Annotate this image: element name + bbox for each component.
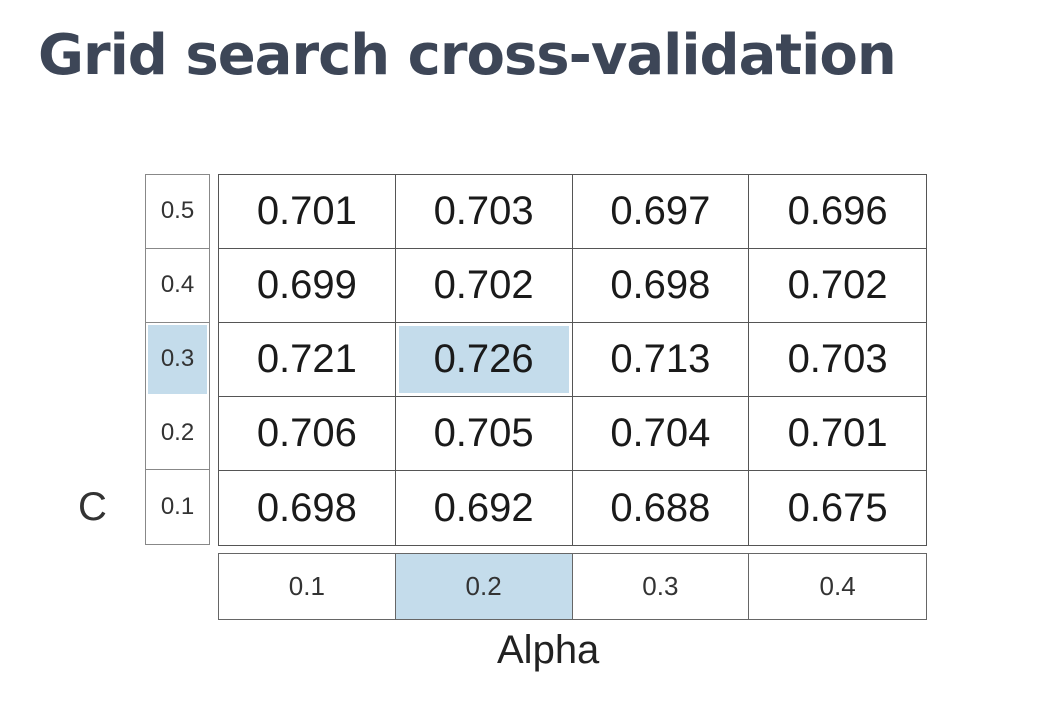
alpha-axis: 0.1 0.2 0.3 0.4 [218,553,927,620]
alpha-tick: 0.4 [819,571,856,601]
score-cell: 0.696 [749,175,926,249]
score-cell: 0.703 [749,323,926,397]
c-tick: 0.5 [146,175,209,249]
score-cell: 0.704 [572,397,750,471]
score-cell: 0.698 [219,471,396,545]
score-cell: 0.703 [395,175,573,249]
score-cell: 0.697 [572,175,750,249]
score-cell: 0.675 [787,485,888,530]
score-cell: 0.701 [749,397,926,471]
alpha-tick: 0.1 [219,554,396,619]
c-axis-label: C [78,485,107,529]
best-score-cell: 0.726 [395,323,573,397]
score-cell: 0.705 [395,397,573,471]
score-cell: 0.692 [396,471,573,545]
alpha-tick-highlighted: 0.2 [395,554,573,619]
score-cell: 0.688 [573,471,750,545]
c-tick-highlighted: 0.3 [148,324,207,395]
score-cell: 0.706 [219,397,396,471]
c-tick: 0.4 [146,249,209,323]
c-tick: 0.2 [146,396,209,471]
page-title: Grid search cross-validation [38,23,897,88]
score-cell: 0.702 [395,249,573,323]
score-cell: 0.713 [572,323,750,397]
score-cell: 0.699 [219,249,396,323]
alpha-tick: 0.3 [573,554,750,619]
alpha-axis-label: Alpha [497,628,600,672]
score-cell: 0.702 [749,249,926,323]
c-tick: 0.1 [160,493,195,521]
score-cell: 0.721 [219,323,396,397]
score-cell: 0.701 [219,175,396,249]
score-grid: 0.701 0.703 0.697 0.696 0.699 0.702 0.69… [218,174,927,546]
c-axis: 0.5 0.4 0.3 0.2 0.1 [145,174,210,545]
score-cell: 0.698 [572,249,750,323]
